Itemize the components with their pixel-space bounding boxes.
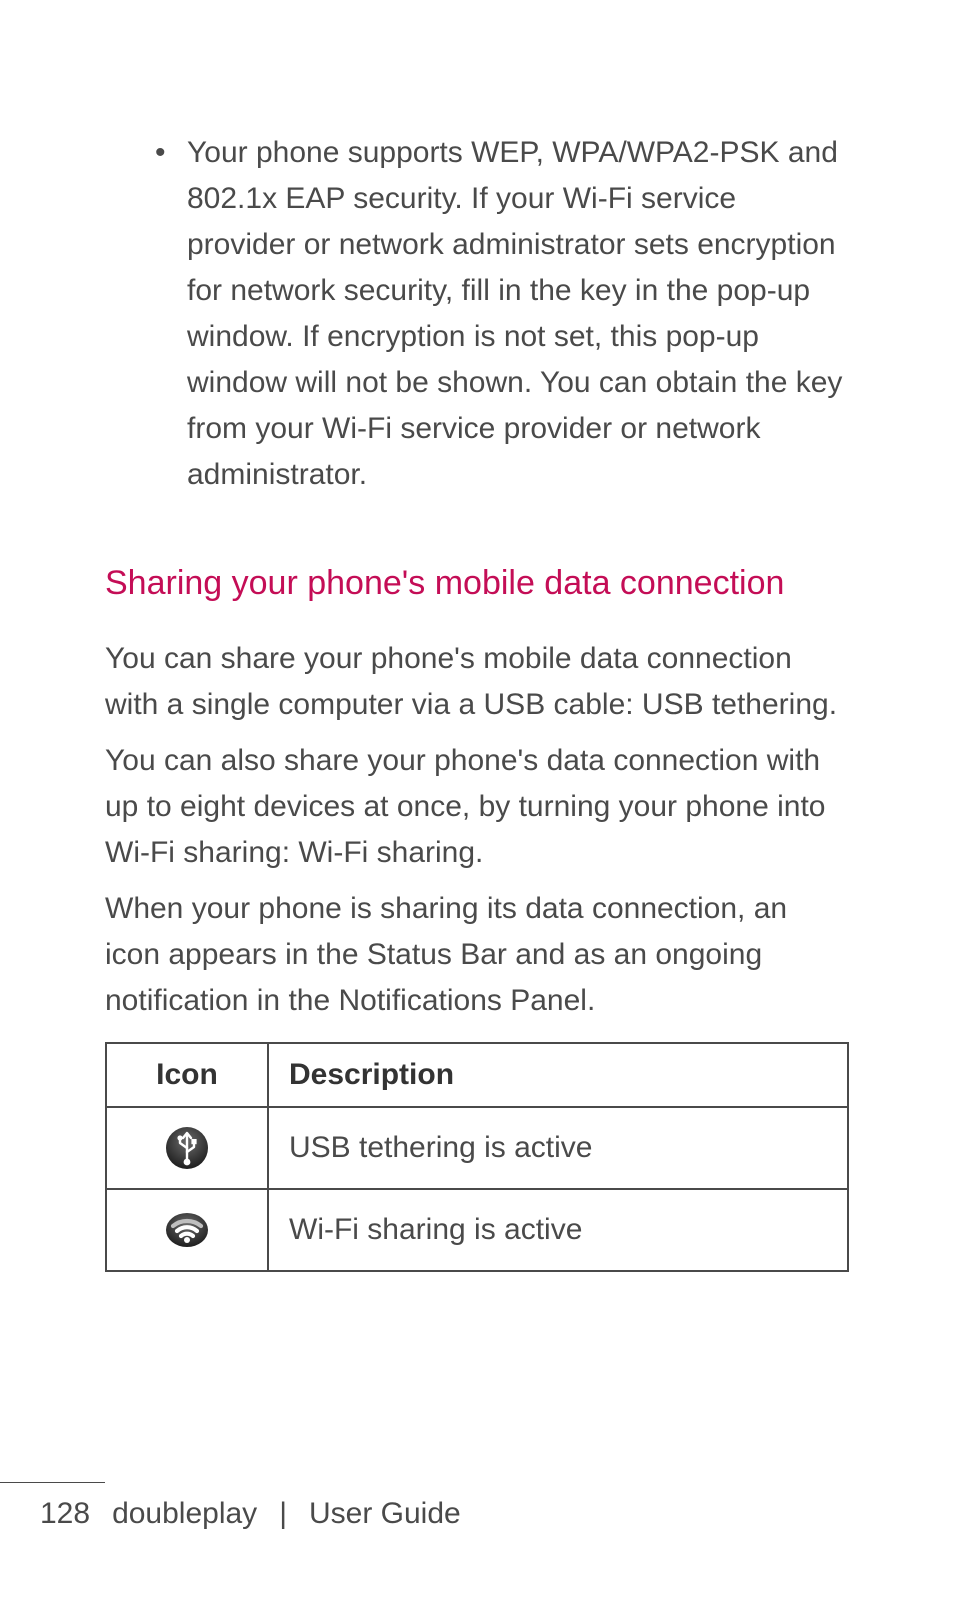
bullet-marker: •: [155, 130, 187, 498]
icon-cell: [106, 1107, 268, 1189]
footer-product: doubleplay: [112, 1497, 257, 1531]
section-heading: Sharing your phone's mobile data connect…: [105, 558, 849, 608]
description-cell: Wi-Fi sharing is active: [268, 1189, 848, 1271]
footer-rule: [0, 1482, 105, 1483]
page-number: 128: [40, 1497, 90, 1531]
icon-cell: [106, 1189, 268, 1271]
bullet-text: Your phone supports WEP, WPA/WPA2-PSK an…: [187, 130, 849, 498]
page-footer: 128 doubleplay | User Guide: [0, 1482, 954, 1531]
body-paragraph: You can also share your phone's data con…: [105, 738, 849, 876]
footer-line: 128 doubleplay | User Guide: [0, 1497, 954, 1531]
manual-page: • Your phone supports WEP, WPA/WPA2-PSK …: [0, 0, 954, 1621]
bullet-item: • Your phone supports WEP, WPA/WPA2-PSK …: [155, 130, 849, 498]
table-row: USB tethering is active: [106, 1107, 848, 1189]
body-paragraph: When your phone is sharing its data conn…: [105, 886, 849, 1024]
description-cell: USB tethering is active: [268, 1107, 848, 1189]
table-header-icon: Icon: [106, 1043, 268, 1107]
wifi-icon: [165, 1208, 209, 1252]
icon-description-table: Icon Description: [105, 1042, 849, 1272]
usb-icon: [165, 1126, 209, 1170]
body-paragraph: You can share your phone's mobile data c…: [105, 636, 849, 728]
table-header-description: Description: [268, 1043, 848, 1107]
table-row: Wi-Fi sharing is active: [106, 1189, 848, 1271]
footer-doc-title: User Guide: [309, 1497, 461, 1531]
table-header-row: Icon Description: [106, 1043, 848, 1107]
footer-separator: |: [279, 1497, 287, 1531]
